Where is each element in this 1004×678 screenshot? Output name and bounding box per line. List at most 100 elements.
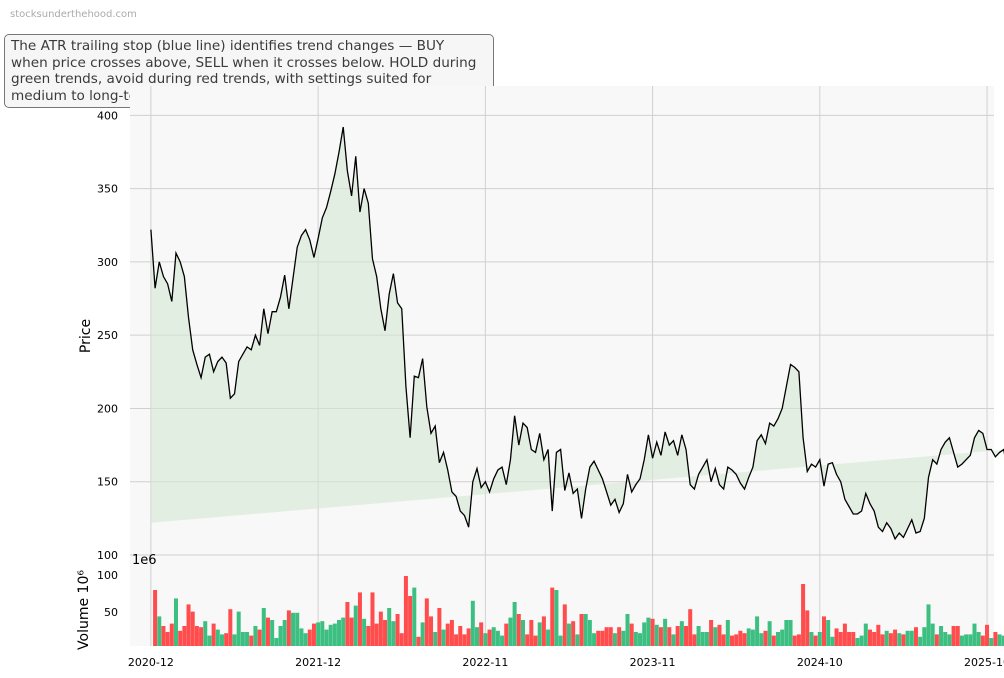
- volume-bar: [617, 627, 622, 646]
- volume-bar: [403, 576, 408, 646]
- volume-bar: [834, 628, 839, 646]
- volume-bar: [299, 628, 304, 646]
- volume-bar: [587, 620, 592, 646]
- volume-bar: [847, 632, 852, 646]
- volume-bar: [479, 622, 484, 646]
- volume-bar: [207, 635, 212, 646]
- volume-bar: [997, 634, 1002, 646]
- volume-bar: [512, 602, 517, 646]
- volume-bar: [600, 630, 605, 646]
- volume-bar: [537, 622, 542, 646]
- volume-bar: [378, 611, 383, 646]
- volume-bar: [826, 620, 831, 646]
- volume-bar: [750, 629, 755, 646]
- x-tick-label: 2025-10: [964, 656, 1004, 669]
- volume-bar: [901, 634, 906, 646]
- volume-bar: [905, 630, 910, 646]
- volume-bar: [780, 629, 785, 646]
- volume-bar: [684, 626, 689, 646]
- volume-bar: [642, 622, 647, 646]
- volume-bar: [462, 634, 467, 646]
- volume-bar: [483, 633, 488, 646]
- volume-bar: [842, 623, 847, 646]
- x-tick-label: 2023-11: [630, 656, 676, 669]
- volume-bar: [324, 629, 329, 646]
- volume-bar: [316, 622, 321, 646]
- volume-bar: [675, 626, 680, 646]
- volume-scale-label: 1e6: [132, 553, 157, 568]
- volume-bar: [679, 621, 684, 646]
- volume-bar: [353, 605, 358, 646]
- price-line: [150, 126, 1004, 541]
- x-tick-label: 2020-12: [128, 656, 174, 669]
- volume-bar: [725, 620, 730, 646]
- volume-bar: [625, 614, 630, 646]
- volume-bar: [838, 632, 843, 646]
- volume-bar: [173, 598, 178, 646]
- volume-bar: [897, 633, 902, 646]
- y-tick-label: 350: [97, 183, 118, 196]
- volume-bar: [713, 627, 718, 646]
- volume-bar: [763, 630, 768, 646]
- volume-bar: [884, 630, 889, 646]
- volume-bar: [303, 633, 308, 646]
- volume-bar: [224, 633, 229, 646]
- y-tick-label: 150: [97, 476, 118, 489]
- volume-bar: [805, 610, 810, 646]
- volume-bar: [190, 611, 195, 646]
- volume-bar: [721, 634, 726, 646]
- volume-bar: [650, 618, 655, 646]
- volume-bar: [491, 627, 496, 646]
- volume-bar: [199, 627, 204, 646]
- volume-bar: [161, 626, 166, 646]
- volume-bar: [934, 634, 939, 646]
- volume-bar: [759, 633, 764, 646]
- volume-bar: [357, 592, 362, 646]
- y-axis-label: Price: [78, 319, 94, 353]
- volume-bar: [964, 634, 969, 646]
- volume-bar: [788, 620, 793, 646]
- volume-bar: [278, 626, 283, 646]
- volume-bar: [520, 620, 525, 646]
- volume-bar: [466, 628, 471, 646]
- volume-bar: [583, 614, 588, 646]
- volume-bar: [424, 598, 429, 646]
- volume-bar: [709, 620, 714, 646]
- volume-bar: [867, 629, 872, 646]
- volume-bar: [993, 632, 998, 646]
- volume-bar: [633, 632, 638, 646]
- volume-bar: [939, 626, 944, 646]
- volume-bar: [516, 614, 521, 646]
- volume-bar: [888, 633, 893, 646]
- volume-bar: [596, 630, 601, 646]
- volume-bar: [612, 633, 617, 646]
- volume-tick-label: 50: [104, 606, 118, 619]
- volume-bar: [913, 627, 918, 646]
- volume-bar: [959, 635, 964, 646]
- volume-bar: [930, 623, 935, 646]
- volume-bar: [876, 624, 881, 646]
- volume-bar: [859, 635, 864, 646]
- volume-bar: [813, 635, 818, 646]
- volume-bar: [784, 620, 789, 646]
- volume-bar: [704, 632, 709, 646]
- y-tick-label: 100: [97, 549, 118, 562]
- volume-bar: [604, 627, 609, 646]
- volume-bar: [295, 612, 300, 646]
- volume-bar: [817, 632, 822, 646]
- volume-axis-label: Volume 10⁶: [76, 570, 92, 650]
- volume-bar: [474, 627, 479, 646]
- volume-bar: [830, 636, 835, 646]
- volume-bar: [391, 621, 396, 646]
- volume-bar: [508, 617, 513, 646]
- volume-bar: [541, 616, 546, 646]
- volume-bar: [717, 624, 722, 646]
- volume-bar: [792, 635, 797, 646]
- volume-bar: [433, 632, 438, 646]
- volume-bar: [429, 616, 434, 646]
- volume-bar: [345, 602, 350, 646]
- volume-bar: [420, 622, 425, 646]
- volume-bar: [776, 632, 780, 646]
- y-tick-label: 300: [97, 256, 118, 269]
